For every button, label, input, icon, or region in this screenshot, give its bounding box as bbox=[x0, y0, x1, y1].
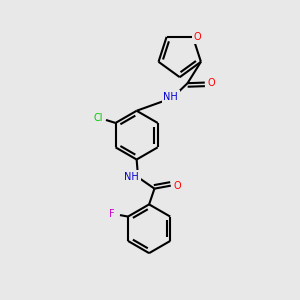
Text: O: O bbox=[194, 32, 201, 42]
Text: F: F bbox=[109, 209, 115, 220]
Text: NH: NH bbox=[124, 172, 139, 182]
Text: Cl: Cl bbox=[94, 113, 103, 123]
Text: O: O bbox=[173, 181, 181, 191]
Text: O: O bbox=[208, 78, 215, 88]
Text: NH: NH bbox=[163, 92, 178, 102]
